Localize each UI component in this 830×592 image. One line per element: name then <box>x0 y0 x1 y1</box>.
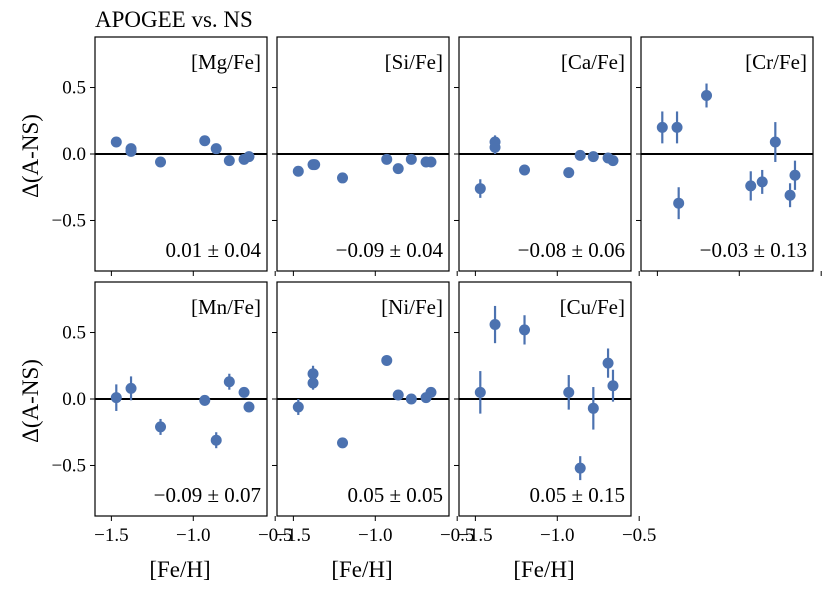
mean-std-label: 0.01 ± 0.04 <box>165 238 261 262</box>
data-point <box>199 394 211 406</box>
panel-7: −1.5 −1.0 −0.5 [Cu/Fe] 0.05 ± 0.15 <box>454 281 656 546</box>
data-point <box>292 165 304 177</box>
data-point <box>784 189 796 201</box>
x-tick-label: −0.5 <box>440 525 474 546</box>
data-point <box>125 382 137 394</box>
data-point <box>110 136 122 148</box>
data-point <box>756 176 768 188</box>
data-point <box>602 357 614 369</box>
data-point <box>563 167 575 179</box>
data-point <box>155 156 167 168</box>
data-point <box>425 156 437 168</box>
element-label: [Cu/Fe] <box>560 295 625 319</box>
figure-title: APOGEE vs. NS <box>95 7 253 32</box>
data-point <box>223 376 235 388</box>
data-point <box>474 386 486 398</box>
data-point <box>587 402 599 414</box>
data-point <box>155 421 167 433</box>
data-point <box>125 143 137 155</box>
data-point <box>223 155 235 167</box>
data-point <box>210 143 222 155</box>
data-point <box>309 159 321 171</box>
element-label: [Ni/Fe] <box>381 295 443 319</box>
data-point <box>789 169 801 181</box>
data-point <box>607 380 619 392</box>
mean-std-label: −0.08 ± 0.06 <box>518 238 625 262</box>
mean-std-label: 0.05 ± 0.15 <box>529 483 625 507</box>
data-point <box>489 319 501 331</box>
data-point <box>238 386 250 398</box>
data-point <box>392 389 404 401</box>
data-point <box>337 437 349 449</box>
y-axis-label-bottom: Δ(A-NS) <box>18 359 43 443</box>
element-label: [Ca/Fe] <box>561 50 625 74</box>
x-tick-label: −0.5 <box>258 525 292 546</box>
y-tick-label: 0.0 <box>62 144 86 165</box>
data-point <box>392 163 404 175</box>
data-point <box>199 135 211 147</box>
data-point <box>243 151 255 163</box>
data-point <box>292 401 304 413</box>
panel-1: 0.5 0.0 −0.5 [Mg/Fe] 0.01 ± 0.04 <box>52 36 276 276</box>
mean-std-label: −0.09 ± 0.07 <box>154 483 261 507</box>
data-point <box>405 153 417 165</box>
data-point <box>425 386 437 398</box>
data-point <box>243 401 255 413</box>
data-point <box>489 136 501 148</box>
element-label: [Mg/Fe] <box>191 50 261 74</box>
x-tick-label: −1.5 <box>276 525 310 546</box>
panel-5: 0.5 0.0 −0.5 −1.5 −1.0 −0.5 [Mn/Fe] −0.09 ± 0.0… <box>52 281 292 546</box>
panel-4: [Cr/Fe] −0.03 ± 0.13 <box>636 36 822 276</box>
data-point <box>381 354 393 366</box>
data-point <box>210 434 222 446</box>
panel-2: [Si/Fe] −0.09 ± 0.04 <box>272 36 458 276</box>
x-tick-label: −1.5 <box>458 525 492 546</box>
y-tick-label: 0.5 <box>62 323 86 344</box>
data-point <box>337 172 349 184</box>
data-point <box>607 155 619 167</box>
data-point <box>673 197 685 209</box>
x-tick-label: −0.5 <box>622 525 656 546</box>
data-point <box>701 90 713 101</box>
panels: 0.5 0.0 −0.5 [Mg/Fe] 0.01 ± 0.04 [Si/Fe] −0.09… <box>52 36 822 546</box>
data-point <box>519 324 531 336</box>
element-label: [Si/Fe] <box>385 50 443 74</box>
y-tick-label: −0.5 <box>52 455 86 476</box>
element-label: [Mn/Fe] <box>191 295 261 319</box>
y-axis-label-top: Δ(A-NS) <box>18 114 43 198</box>
y-tick-label: −0.5 <box>52 210 86 231</box>
data-point <box>307 368 319 380</box>
mean-std-label: −0.09 ± 0.04 <box>336 238 444 262</box>
x-tick-label: −1.0 <box>540 525 574 546</box>
data-point <box>587 151 599 163</box>
x-tick-label: −1.5 <box>94 525 128 546</box>
data-point <box>474 183 486 195</box>
element-label: [Cr/Fe] <box>745 50 807 74</box>
data-point <box>574 149 586 161</box>
x-axis-label-2: [Fe/H] <box>331 557 392 582</box>
data-point <box>110 392 122 404</box>
x-axis-label-1: [Fe/H] <box>149 557 210 582</box>
panel-6: −1.5 −1.0 −0.5 [Ni/Fe] 0.05 ± 0.05 <box>272 281 474 546</box>
panel-3: [Ca/Fe] −0.08 ± 0.06 <box>454 36 640 276</box>
data-point <box>656 121 668 133</box>
data-point <box>574 462 586 474</box>
data-point <box>519 164 531 176</box>
data-point <box>563 386 575 398</box>
data-point <box>745 180 757 192</box>
mean-std-label: −0.03 ± 0.13 <box>700 238 807 262</box>
data-point <box>405 393 417 405</box>
data-point <box>307 377 319 389</box>
data-point <box>671 121 683 133</box>
x-tick-label: −1.0 <box>358 525 392 546</box>
y-tick-label: 0.0 <box>62 389 86 410</box>
x-axis-label-3: [Fe/H] <box>513 557 574 582</box>
x-tick-label: −1.0 <box>176 525 210 546</box>
data-point <box>381 153 393 165</box>
mean-std-label: 0.05 ± 0.05 <box>347 483 443 507</box>
data-point <box>769 136 781 148</box>
y-tick-label: 0.5 <box>62 78 86 99</box>
